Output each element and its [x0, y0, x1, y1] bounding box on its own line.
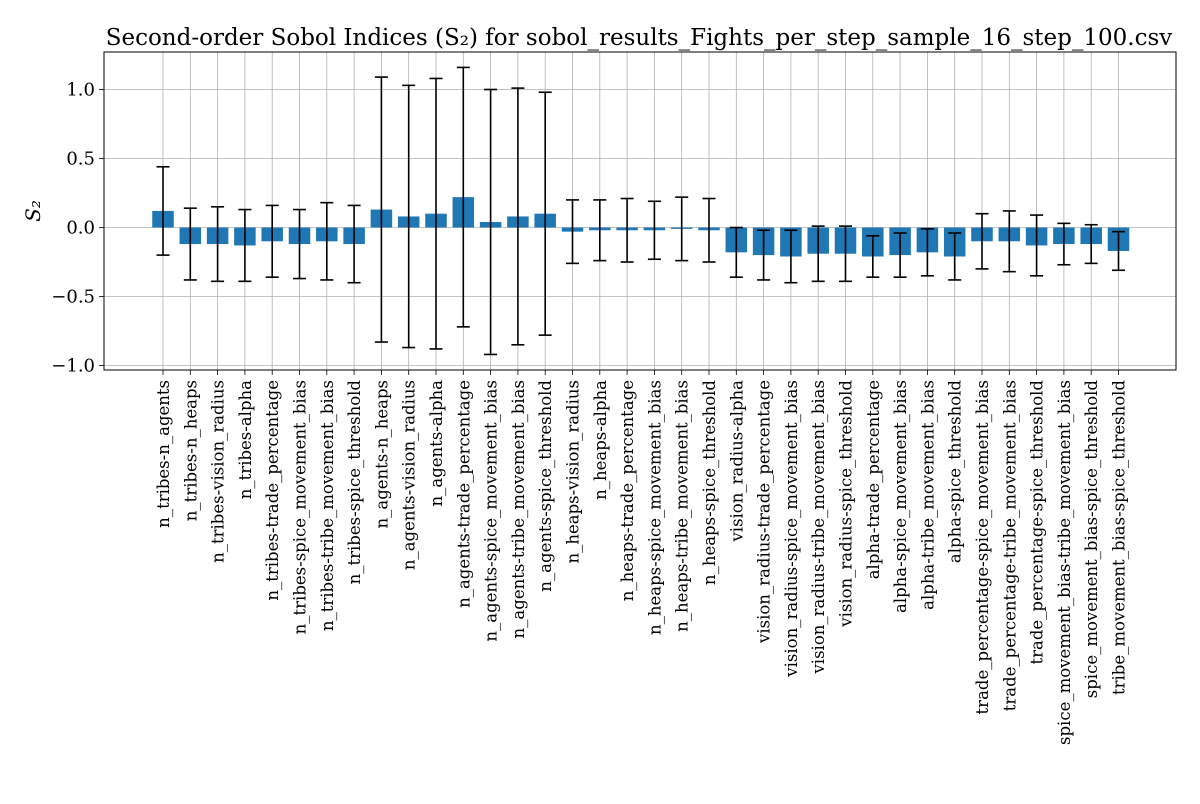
x-tick-label: n_tribes-spice_threshold: [345, 380, 364, 585]
errorbar-layer: [156, 66, 1125, 356]
x-tick-label: n_heaps-spice_movement_bias: [645, 380, 664, 635]
x-ticks: n_tribes-n_agents n_tribes-n_heaps n_tribe…: [154, 370, 1129, 745]
plot-frame: [103, 51, 1177, 371]
x-tick-label: n_tribes-spice_movement_bias: [291, 380, 310, 634]
x-tick-label: vision_radius-tribe_movement_bias: [809, 380, 828, 675]
x-tick-label: trade_percentage-spice_threshold: [1028, 380, 1047, 665]
x-tick-label: n_tribes-n_heaps: [181, 380, 200, 521]
x-tick-label: spice_movement_bias-spice_threshold: [1082, 380, 1101, 699]
x-tick-label: n_tribes-vision_radius: [209, 380, 228, 563]
x-tick-label: n_tribes-trade_percentage: [263, 380, 282, 601]
x-tick-label: n_heaps-spice_threshold: [700, 380, 719, 585]
x-tick-label: alpha-trade_percentage: [864, 380, 883, 579]
x-tick-label: alpha-tribe_movement_bias: [918, 380, 937, 610]
x-tick-label: vision_radius-alpha: [727, 380, 746, 543]
x-tick-label: trade_percentage-spice_movement_bias: [973, 380, 992, 714]
x-tick-label: vision_radius-trade_percentage: [755, 380, 774, 644]
y-tick-label: 0.0: [66, 218, 95, 239]
x-tick-label: n_agents-n_heaps: [372, 380, 391, 528]
x-tick-label: n_heaps-tribe_movement_bias: [673, 380, 692, 632]
x-tick-label: n_tribes-tribe_movement_bias: [318, 380, 337, 631]
x-tick-label: n_heaps-vision_radius: [564, 380, 583, 564]
x-tick-label: n_agents-tribe_movement_bias: [509, 380, 528, 638]
x-tick-label: n_tribes-alpha: [236, 380, 255, 499]
x-tick-label: spice_movement_bias-tribe_movement_bias: [1055, 380, 1074, 745]
chart-title: Second-order Sobol Indices (S₂) for sobo…: [106, 25, 1173, 51]
x-tick-label: n_heaps-trade_percentage: [618, 380, 637, 601]
x-tick-label: vision_radius-spice_movement_bias: [782, 380, 801, 678]
x-tick-label: n_heaps-alpha: [591, 380, 610, 500]
x-tick-label: trade_percentage-tribe_movement_bias: [1000, 380, 1019, 711]
y-tick-label: −0.5: [51, 287, 95, 308]
y-tick-label: −1.0: [51, 356, 95, 377]
x-tick-label: n_agents-spice_movement_bias: [482, 380, 501, 642]
y-ticks: 1.0 0.5 0.0 −0.5 −1.0: [51, 80, 104, 377]
x-tick-label: tribe_movement_bias-spice_threshold: [1110, 380, 1129, 695]
y-axis-label: S₂: [21, 200, 45, 222]
y-tick-label: 1.0: [66, 80, 95, 101]
x-tick-label: alpha-spice_movement_bias: [891, 380, 910, 613]
y-tick-label: 0.5: [66, 149, 95, 170]
x-tick-label: n_tribes-n_agents: [154, 380, 173, 528]
x-tick-label: vision_radius-spice_threshold: [837, 380, 856, 628]
x-tick-label: n_agents-alpha: [427, 380, 446, 507]
x-tick-label: n_agents-vision_radius: [400, 380, 419, 570]
x-tick-label: alpha-spice_threshold: [946, 380, 965, 563]
x-tick-label: n_agents-trade_percentage: [454, 380, 473, 608]
x-tick-label: n_agents-spice_threshold: [536, 380, 555, 592]
